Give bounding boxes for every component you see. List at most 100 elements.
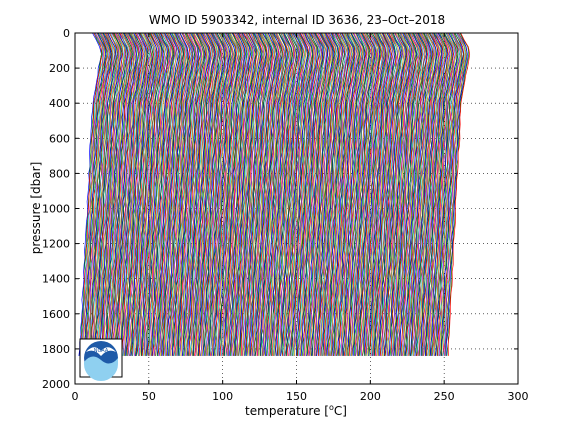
- temperature-profile: [387, 33, 411, 356]
- temperature-profile: [245, 33, 268, 356]
- temperature-profile: [220, 33, 243, 356]
- temperature-profile: [375, 33, 398, 356]
- temperature-profile: [85, 33, 109, 356]
- x-tick-label: 150: [286, 390, 307, 403]
- y-tick-label: 1200: [42, 238, 70, 251]
- temperature-profile: [231, 33, 255, 356]
- temperature-profile: [391, 33, 414, 356]
- y-tick-label: 400: [49, 97, 70, 110]
- temperature-profile: [234, 33, 257, 356]
- temperature-profile: [319, 33, 342, 356]
- temperature-profile: [210, 33, 233, 356]
- temperature-profile: [204, 33, 228, 356]
- temperature-profile: [198, 33, 221, 356]
- temperature-profile: [158, 33, 181, 356]
- temperature-profile: [252, 33, 275, 356]
- temperature-profile: [103, 33, 126, 356]
- temperature-profile: [345, 33, 368, 356]
- temperature-profile: [216, 33, 240, 356]
- temperature-profile: [361, 33, 385, 356]
- temperature-profile: [431, 33, 454, 356]
- temperature-profile: [425, 33, 448, 356]
- temperature-profile: [292, 33, 315, 356]
- temperature-profile: [256, 33, 279, 356]
- x-axis-title-unit: C]: [334, 404, 347, 418]
- temperature-profile: [228, 33, 251, 356]
- temperature-profile: [317, 33, 340, 356]
- temperature-profile: [170, 33, 194, 356]
- temperature-profile: [236, 33, 260, 356]
- temperature-profile: [417, 33, 441, 356]
- temperature-profile: [103, 33, 127, 356]
- temperature-profile: [336, 33, 360, 356]
- temperature-profile: [120, 33, 144, 356]
- x-tick-label: 250: [434, 390, 455, 403]
- x-tick-label: 50: [142, 390, 156, 403]
- temperature-profile: [124, 33, 147, 356]
- temperature-profile: [127, 33, 150, 356]
- x-tick-label: 200: [360, 390, 381, 403]
- temperature-profile: [389, 33, 411, 356]
- temperature-profile: [169, 33, 193, 356]
- temperature-profile: [145, 33, 169, 356]
- temperature-profile: [226, 33, 250, 356]
- temperature-profile: [350, 33, 373, 356]
- temperature-profile: [284, 33, 307, 356]
- temperature-profile: [173, 33, 196, 356]
- temperature-profile: [282, 33, 306, 356]
- temperature-profile: [223, 33, 246, 356]
- temperature-profile: [237, 33, 260, 356]
- temperature-profile: [219, 33, 242, 356]
- temperature-profile: [111, 33, 134, 356]
- temperature-profile: [264, 33, 288, 356]
- temperature-profile: [134, 33, 157, 356]
- temperature-profile: [363, 33, 386, 356]
- y-tick-label: 2000: [42, 378, 70, 391]
- temperature-profile: [416, 33, 440, 356]
- y-tick-label: 200: [49, 62, 70, 75]
- temperature-profile: [296, 33, 318, 356]
- noaa-logo-wave: [84, 356, 118, 381]
- temperature-profile: [282, 33, 305, 356]
- temperature-profile: [219, 33, 243, 356]
- temperature-profile: [138, 33, 160, 356]
- temperature-profile: [397, 33, 420, 356]
- temperature-profile: [285, 33, 309, 356]
- temperature-profile: [342, 33, 366, 356]
- temperature-profile: [114, 33, 137, 356]
- temperature-profile: [150, 33, 174, 356]
- temperature-profile: [242, 33, 266, 356]
- temperature-profile: [99, 33, 123, 356]
- temperature-profile: [225, 33, 248, 356]
- temperature-profile: [204, 33, 228, 356]
- temperature-profile: [292, 33, 316, 356]
- temperature-profile: [148, 33, 171, 356]
- temperature-profile: [136, 33, 160, 356]
- temperature-profile: [269, 33, 292, 356]
- y-tick-label: 0: [63, 27, 70, 40]
- temperature-profile: [323, 33, 346, 356]
- temperature-profile: [299, 33, 322, 356]
- y-tick-label: 1000: [42, 203, 70, 216]
- temperature-profile: [413, 33, 435, 356]
- noaa-logo-gull: [86, 347, 116, 356]
- temperature-profile: [99, 33, 122, 356]
- temperature-profile: [130, 33, 154, 356]
- temperature-profile: [230, 33, 253, 356]
- temperature-profile: [272, 33, 294, 356]
- temperature-profile: [168, 33, 192, 356]
- temperature-profile: [390, 33, 415, 356]
- temperature-profile: [122, 33, 146, 356]
- ticks: 0 50 100 150 200 250 300 0 200 400 600 800 1000 1200 1…: [42, 27, 529, 403]
- temperature-profile: [163, 33, 185, 356]
- temperature-profile: [160, 33, 183, 356]
- temperature-profile: [262, 33, 286, 356]
- temperature-profile: [296, 33, 320, 356]
- temperature-profile: [333, 33, 356, 356]
- temperature-profile: [346, 33, 369, 356]
- temperature-profile: [179, 33, 202, 356]
- temperature-profile: [146, 33, 169, 356]
- temperature-profile: [290, 33, 314, 356]
- temperature-profile: [438, 33, 462, 356]
- temperature-profile: [352, 33, 376, 356]
